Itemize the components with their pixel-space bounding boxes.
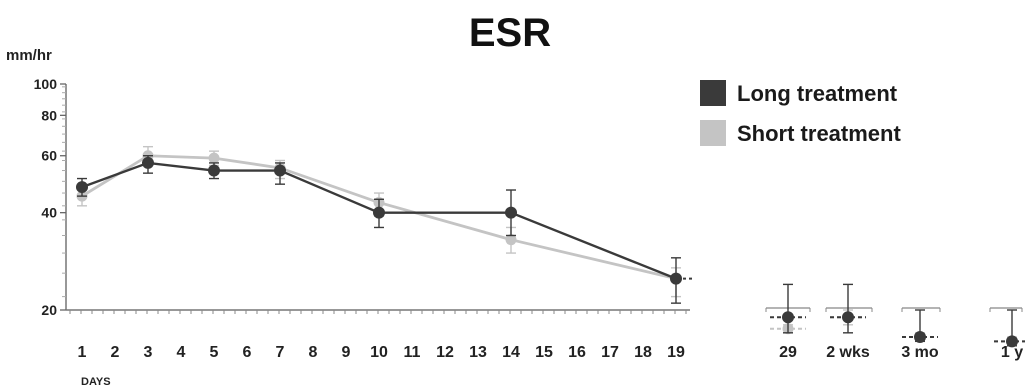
- y-tick-label: 80: [41, 107, 57, 123]
- legend-label: Short treatment: [737, 121, 901, 146]
- y-tick-label: 40: [41, 205, 57, 221]
- data-point: [842, 311, 854, 324]
- x-tick-label: 9: [342, 344, 351, 361]
- data-point: [782, 311, 794, 324]
- data-point: [208, 164, 220, 177]
- x-tick-label: 6: [243, 344, 252, 361]
- x-tick-label: 29: [779, 344, 797, 361]
- x-tick-label: 16: [568, 344, 586, 361]
- x-tick-label: 3: [144, 344, 153, 361]
- x-tick-label: 19: [667, 344, 685, 361]
- x-tick-label: 10: [370, 344, 388, 361]
- x-tick-label: 2: [111, 344, 120, 361]
- series-long-treatment: [76, 155, 1025, 348]
- x-tick-label: 3 mo: [901, 344, 939, 361]
- data-point: [274, 164, 286, 177]
- data-point: [505, 234, 517, 246]
- x-tick-label: 8: [309, 344, 318, 361]
- y-ticks-group: 20 40 60 80 100: [34, 76, 66, 318]
- x-tick-label: 15: [535, 344, 553, 361]
- data-point: [76, 181, 88, 194]
- series-short-treatment: [76, 145, 1025, 347]
- data-point: [670, 272, 682, 285]
- data-point: [914, 331, 926, 344]
- x-tick-label: 11: [404, 344, 421, 361]
- data-point: [1006, 335, 1018, 348]
- x-tick-label: 1 y: [1001, 344, 1023, 361]
- legend: Long treatment Short treatment: [700, 80, 901, 146]
- x-axis-label: DAYS: [81, 376, 111, 388]
- data-point: [208, 152, 220, 164]
- data-point: [505, 206, 517, 219]
- x-tick-label: 18: [634, 344, 652, 361]
- y-tick-label: 20: [41, 302, 57, 318]
- legend-label: Long treatment: [737, 81, 898, 106]
- x-tick-label: 13: [469, 344, 487, 361]
- y-tick-label: 100: [34, 76, 58, 92]
- x-tick-label: 7: [276, 344, 285, 361]
- data-point: [373, 206, 385, 219]
- legend-swatch: [700, 120, 726, 146]
- series-layer: [76, 145, 1025, 348]
- x-tick-label: 17: [601, 344, 619, 361]
- x-tick-label: 14: [502, 344, 520, 361]
- axes-group: [62, 84, 1023, 314]
- chart-title: ESR: [469, 11, 551, 55]
- x-ticks-group: 1 2 3 4 5 6 7 8 9 10 11 12 13 14 15 16 17 18 19 29 2 wks 3 mo…: [78, 344, 1024, 361]
- x-tick-label: 1: [78, 344, 87, 361]
- y-axis-unit-label: mm/hr: [6, 47, 52, 64]
- x-tick-label: 12: [436, 344, 454, 361]
- legend-swatch: [700, 80, 726, 106]
- x-tick-label: 4: [177, 344, 186, 361]
- data-point: [142, 156, 154, 169]
- x-tick-label: 2 wks: [826, 344, 870, 361]
- x-tick-label: 5: [210, 344, 219, 361]
- y-tick-label: 60: [41, 148, 57, 164]
